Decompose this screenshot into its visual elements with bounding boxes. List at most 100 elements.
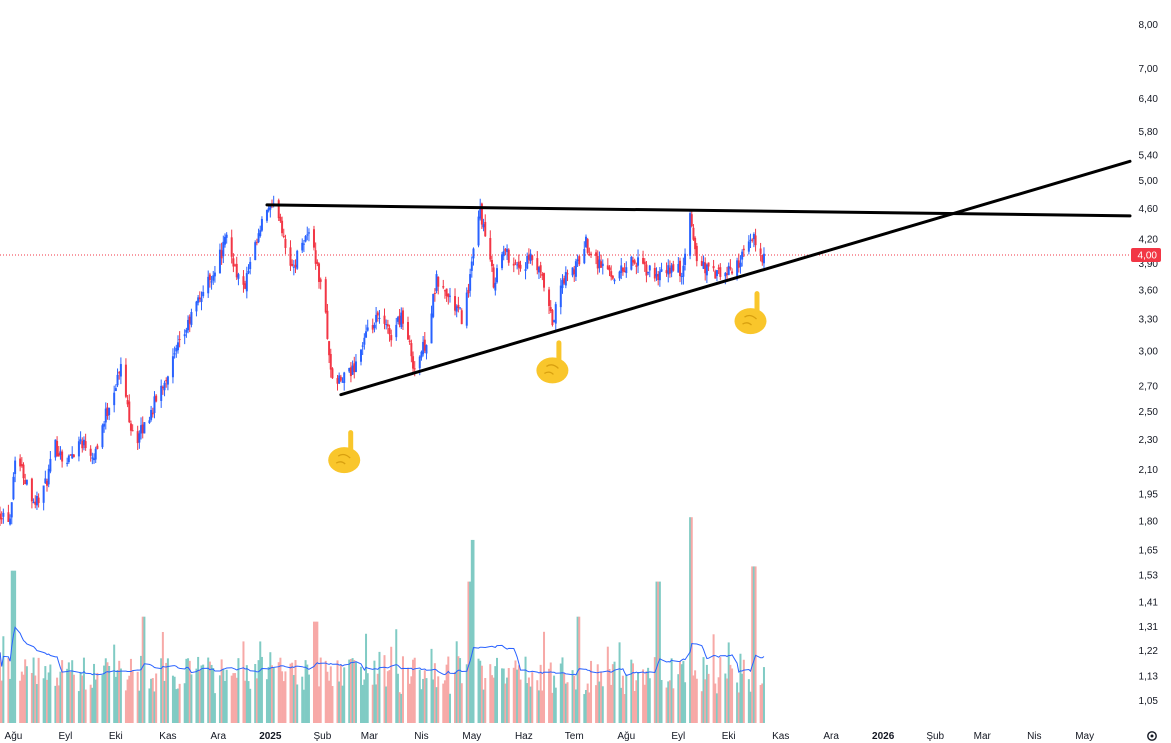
candle-body bbox=[601, 263, 604, 267]
candle-body bbox=[611, 275, 614, 279]
candle-body bbox=[249, 261, 252, 270]
volume-bar bbox=[140, 655, 143, 723]
candle-body bbox=[291, 264, 294, 266]
price-tick-label: 1,53 bbox=[1139, 571, 1159, 582]
candle-body bbox=[197, 297, 200, 303]
candle-body bbox=[235, 263, 238, 278]
volume-bar bbox=[129, 658, 132, 723]
candle-body bbox=[583, 248, 586, 264]
volume-bar bbox=[395, 629, 398, 723]
trendline-resistance[interactable] bbox=[265, 203, 1132, 218]
candle-body bbox=[492, 267, 495, 288]
candle-body bbox=[277, 200, 280, 219]
candle-body bbox=[136, 431, 139, 444]
volume-bar bbox=[598, 681, 601, 723]
price-axis[interactable]: 8,00 7,00 6,40 5,80 5,40 5,00 4,60 4,20 3,90 3,60… bbox=[1139, 20, 1159, 707]
candle-body bbox=[19, 458, 22, 467]
annotations[interactable] bbox=[328, 291, 767, 474]
candle-body bbox=[353, 363, 356, 373]
volume-bar bbox=[93, 663, 96, 723]
volume-bar bbox=[260, 656, 263, 723]
volume-bar bbox=[12, 570, 15, 723]
candle-body bbox=[501, 254, 504, 269]
volume-bar bbox=[400, 693, 403, 723]
candle-body bbox=[596, 256, 599, 269]
candle-body bbox=[635, 265, 638, 267]
volume-bar bbox=[113, 644, 116, 723]
candle-body bbox=[754, 235, 757, 246]
volume-bar bbox=[331, 686, 334, 723]
volume-bar bbox=[22, 674, 25, 723]
candle-body bbox=[318, 263, 321, 282]
volume-bar bbox=[630, 659, 633, 723]
volume-bar bbox=[237, 658, 240, 723]
candle-body bbox=[655, 273, 658, 277]
volume-bar bbox=[329, 666, 332, 723]
volume-bar bbox=[590, 660, 593, 723]
volume-bar bbox=[103, 665, 106, 723]
finger-hand-shape bbox=[328, 447, 361, 474]
candle-body bbox=[667, 265, 670, 275]
time-tick-label: Kas bbox=[159, 731, 176, 742]
volume-bar bbox=[490, 675, 493, 723]
volume-bar bbox=[225, 669, 228, 723]
volume-bar bbox=[343, 667, 346, 723]
volume-bar bbox=[54, 685, 57, 723]
candle-body bbox=[660, 269, 663, 272]
volume-bar bbox=[690, 517, 693, 723]
candle-body bbox=[361, 345, 364, 347]
volume-bar bbox=[432, 679, 435, 723]
volume-bar bbox=[242, 641, 245, 723]
candle-body bbox=[742, 248, 745, 251]
volume-bar bbox=[621, 675, 624, 723]
candle-body bbox=[480, 203, 483, 225]
pointing-finger-icon[interactable] bbox=[536, 340, 569, 384]
price-tick-label: 1,13 bbox=[1139, 671, 1159, 682]
candle-body bbox=[244, 283, 247, 289]
price-tick-label: 1,22 bbox=[1139, 646, 1159, 657]
candle-body bbox=[469, 274, 472, 291]
pointing-finger-icon[interactable] bbox=[734, 291, 767, 335]
time-axis[interactable]: Ağu Eyl Eki Kas Ara 2025 Şub Mar Nis May Haz Tem Ağu… bbox=[5, 731, 1095, 742]
volume-bar bbox=[178, 683, 181, 723]
candle-body bbox=[514, 262, 517, 264]
volume-bar bbox=[467, 581, 470, 723]
candle-body bbox=[371, 325, 374, 330]
candle-body bbox=[260, 218, 263, 231]
volume-bar bbox=[188, 660, 191, 723]
candle-body bbox=[502, 251, 505, 257]
trendlines[interactable] bbox=[265, 159, 1132, 397]
last-price-badge-bg bbox=[1131, 248, 1161, 263]
volume-bar bbox=[160, 658, 163, 723]
finger-hand-shape bbox=[734, 308, 767, 335]
candle-body bbox=[413, 368, 416, 370]
candle-body bbox=[620, 265, 623, 273]
volume-bar bbox=[57, 685, 60, 723]
candle-body bbox=[0, 517, 3, 520]
volume-bar bbox=[564, 683, 567, 723]
trendline-support[interactable] bbox=[339, 159, 1132, 397]
candle-body bbox=[564, 272, 567, 286]
candle-body bbox=[138, 433, 141, 443]
candle-body bbox=[232, 258, 235, 267]
candle-body bbox=[566, 273, 569, 275]
candle-body bbox=[576, 259, 579, 262]
candle-body bbox=[600, 261, 603, 268]
candle-body bbox=[457, 304, 460, 308]
volume-bar bbox=[165, 662, 168, 723]
volume-bar bbox=[524, 656, 527, 723]
volume-bar bbox=[306, 664, 309, 723]
volume-bar bbox=[684, 682, 687, 723]
pointing-finger-icon[interactable] bbox=[328, 430, 361, 474]
time-tick-label: Eki bbox=[109, 731, 123, 742]
candle-body bbox=[56, 440, 59, 457]
candle-body bbox=[637, 257, 640, 266]
price-tick-label: 2,50 bbox=[1139, 407, 1159, 418]
volume-bar bbox=[472, 539, 475, 723]
gear-icon[interactable] bbox=[1147, 731, 1157, 741]
volume-bar bbox=[210, 664, 213, 723]
volume-bar bbox=[460, 683, 463, 723]
time-tick-label: Tem bbox=[565, 731, 584, 742]
candle-body bbox=[437, 276, 440, 287]
